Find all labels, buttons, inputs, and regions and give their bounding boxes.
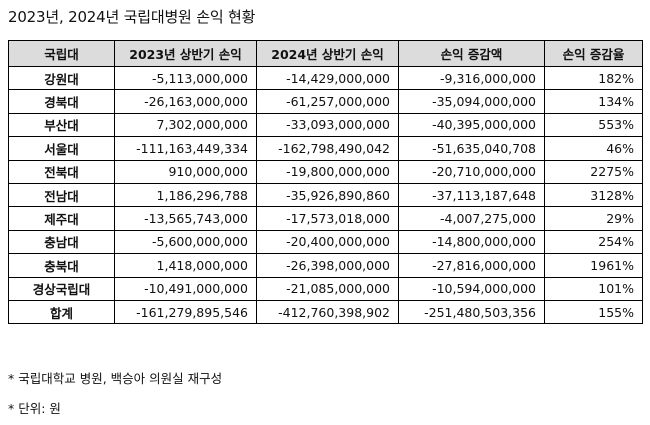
table-row: 강원대 -5,113,000,000 -14,429,000,000 -9,316,0… bbox=[8, 65, 643, 91]
cell-value: -161,279,895,546 bbox=[114, 299, 257, 325]
cell-value: -27,816,000,000 bbox=[398, 253, 545, 278]
cell-value: -35,926,890,860 bbox=[256, 182, 399, 208]
cell-value: 910,000,000 bbox=[114, 159, 257, 184]
cell-value: -14,800,000,000 bbox=[398, 229, 545, 255]
cell-value: -13,565,743,000 bbox=[114, 206, 257, 231]
cell-value: -37,113,187,648 bbox=[398, 182, 545, 208]
cell-university: 경북대 bbox=[8, 89, 115, 114]
cell-university: 경상국립대 bbox=[8, 276, 115, 301]
source-note: * 국립대학교 병원, 백승아 의원실 재구성 bbox=[8, 371, 223, 386]
cell-value: 3128% bbox=[544, 182, 643, 208]
cell-university: 강원대 bbox=[8, 65, 115, 91]
cell-university: 충북대 bbox=[8, 253, 115, 278]
cell-value: 7,302,000,000 bbox=[114, 112, 257, 138]
cell-value: -20,400,000,000 bbox=[256, 229, 399, 255]
cell-value: -26,398,000,000 bbox=[256, 253, 399, 278]
cell-value: -21,085,000,000 bbox=[256, 276, 399, 301]
header-change-amount: 손익 증감액 bbox=[398, 40, 545, 67]
cell-value: -51,635,040,708 bbox=[398, 136, 545, 161]
table-row: 전북대 910,000,000 -19,800,000,000 -20,710,000… bbox=[8, 159, 643, 184]
cell-value: -10,594,000,000 bbox=[398, 276, 545, 301]
cell-value: -4,007,275,000 bbox=[398, 206, 545, 231]
cell-value: -5,113,000,000 bbox=[114, 65, 257, 91]
unit-note: * 단위: 원 bbox=[8, 401, 61, 416]
cell-value: -35,094,000,000 bbox=[398, 89, 545, 114]
table-row: 전남대 1,186,296,788 -35,926,890,860 -37,113,1… bbox=[8, 182, 643, 208]
header-2024-h1: 2024년 상반기 손익 bbox=[256, 40, 399, 67]
table-row: 경상국립대 -10,491,000,000 -21,085,000,000 -10,5… bbox=[8, 276, 643, 301]
cell-value: -251,480,503,356 bbox=[398, 299, 545, 325]
cell-value: 1,418,000,000 bbox=[114, 253, 257, 278]
cell-university: 충남대 bbox=[8, 229, 115, 255]
cell-value: -19,800,000,000 bbox=[256, 159, 399, 184]
table-total-row: 합계 -161,279,895,546 -412,760,398,902 -251,4… bbox=[8, 299, 643, 325]
cell-value: -162,798,490,042 bbox=[256, 136, 399, 161]
cell-value: 182% bbox=[544, 65, 643, 91]
table-row: 부산대 7,302,000,000 -33,093,000,000 -40,395,0… bbox=[8, 112, 643, 138]
cell-value: -20,710,000,000 bbox=[398, 159, 545, 184]
cell-value: -10,491,000,000 bbox=[114, 276, 257, 301]
cell-university: 제주대 bbox=[8, 206, 115, 231]
cell-value: 2275% bbox=[544, 159, 643, 184]
cell-value: 1961% bbox=[544, 253, 643, 278]
cell-value: -17,573,018,000 bbox=[256, 206, 399, 231]
header-2023-h1: 2023년 상반기 손익 bbox=[114, 40, 257, 67]
cell-value: -5,600,000,000 bbox=[114, 229, 257, 255]
cell-value: -61,257,000,000 bbox=[256, 89, 399, 114]
cell-value: -9,316,000,000 bbox=[398, 65, 545, 91]
cell-value: 101% bbox=[544, 276, 643, 301]
cell-university: 합계 bbox=[8, 299, 115, 325]
header-change-rate: 손익 증감율 bbox=[544, 40, 643, 67]
table-row: 경북대 -26,163,000,000 -61,257,000,000 -35,094… bbox=[8, 89, 643, 114]
cell-value: -412,760,398,902 bbox=[256, 299, 399, 325]
cell-university: 서울대 bbox=[8, 136, 115, 161]
cell-value: -14,429,000,000 bbox=[256, 65, 399, 91]
table-row: 제주대 -13,565,743,000 -17,573,018,000 -4,007,… bbox=[8, 206, 643, 231]
header-university: 국립대 bbox=[8, 40, 115, 67]
table-row: 충북대 1,418,000,000 -26,398,000,000 -27,816,0… bbox=[8, 253, 643, 278]
cell-value: -40,395,000,000 bbox=[398, 112, 545, 138]
profit-loss-table: 국립대 2023년 상반기 손익 2024년 상반기 손익 손익 증감액 손익 … bbox=[8, 40, 643, 325]
cell-value: 134% bbox=[544, 89, 643, 114]
cell-university: 부산대 bbox=[8, 112, 115, 138]
cell-value: 553% bbox=[544, 112, 643, 138]
cell-value: 29% bbox=[544, 206, 643, 231]
table-row: 충남대 -5,600,000,000 -20,400,000,000 -14,800,… bbox=[8, 229, 643, 255]
cell-university: 전남대 bbox=[8, 182, 115, 208]
cell-university: 전북대 bbox=[8, 159, 115, 184]
page-title: 2023년, 2024년 국립대병원 손익 현황 bbox=[8, 8, 256, 26]
cell-value: 254% bbox=[544, 229, 643, 255]
cell-value: 1,186,296,788 bbox=[114, 182, 257, 208]
cell-value: -111,163,449,334 bbox=[114, 136, 257, 161]
cell-value: -33,093,000,000 bbox=[256, 112, 399, 138]
table-header-row: 국립대 2023년 상반기 손익 2024년 상반기 손익 손익 증감액 손익 … bbox=[8, 40, 643, 67]
cell-value: -26,163,000,000 bbox=[114, 89, 257, 114]
cell-value: 155% bbox=[544, 299, 643, 325]
table-row: 서울대 -111,163,449,334 -162,798,490,042 -51,6… bbox=[8, 136, 643, 161]
cell-value: 46% bbox=[544, 136, 643, 161]
